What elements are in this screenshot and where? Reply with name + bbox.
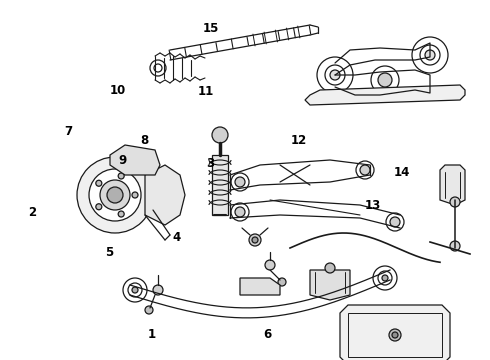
Circle shape bbox=[231, 203, 249, 221]
Circle shape bbox=[265, 260, 275, 270]
Circle shape bbox=[317, 57, 353, 93]
Circle shape bbox=[392, 332, 398, 338]
Circle shape bbox=[378, 73, 392, 87]
Circle shape bbox=[420, 45, 440, 65]
Circle shape bbox=[96, 204, 102, 210]
Circle shape bbox=[325, 65, 345, 85]
Circle shape bbox=[325, 263, 335, 273]
Polygon shape bbox=[240, 278, 280, 295]
Circle shape bbox=[145, 306, 153, 314]
Circle shape bbox=[390, 217, 400, 227]
Text: 3: 3 bbox=[207, 157, 215, 170]
Text: 1: 1 bbox=[148, 328, 156, 341]
Circle shape bbox=[252, 237, 258, 243]
Polygon shape bbox=[440, 165, 465, 205]
Text: 12: 12 bbox=[291, 134, 307, 147]
Circle shape bbox=[128, 283, 142, 297]
Circle shape bbox=[231, 173, 249, 191]
Circle shape bbox=[356, 161, 374, 179]
Polygon shape bbox=[305, 85, 465, 105]
Polygon shape bbox=[212, 155, 228, 215]
Text: 6: 6 bbox=[263, 328, 271, 341]
Text: 7: 7 bbox=[65, 125, 73, 138]
Circle shape bbox=[412, 37, 448, 73]
Circle shape bbox=[118, 211, 124, 217]
Text: 5: 5 bbox=[105, 246, 113, 258]
Circle shape bbox=[382, 275, 388, 281]
Circle shape bbox=[235, 207, 245, 217]
Circle shape bbox=[100, 180, 130, 210]
Text: 14: 14 bbox=[393, 166, 410, 179]
Circle shape bbox=[132, 192, 138, 198]
Circle shape bbox=[150, 60, 166, 76]
Text: 10: 10 bbox=[109, 84, 126, 96]
Text: 9: 9 bbox=[119, 154, 126, 167]
Circle shape bbox=[425, 50, 435, 60]
Circle shape bbox=[386, 213, 404, 231]
Text: 2: 2 bbox=[28, 206, 36, 219]
Polygon shape bbox=[110, 145, 160, 175]
Circle shape bbox=[123, 278, 147, 302]
Circle shape bbox=[360, 165, 370, 175]
Text: 13: 13 bbox=[364, 199, 381, 212]
Circle shape bbox=[371, 66, 399, 94]
Circle shape bbox=[378, 271, 392, 285]
Circle shape bbox=[389, 329, 401, 341]
Circle shape bbox=[249, 234, 261, 246]
Text: 4: 4 bbox=[172, 231, 180, 244]
Circle shape bbox=[77, 157, 153, 233]
Circle shape bbox=[330, 70, 340, 80]
Circle shape bbox=[450, 197, 460, 207]
Circle shape bbox=[450, 241, 460, 251]
Polygon shape bbox=[340, 305, 450, 360]
Circle shape bbox=[96, 180, 102, 186]
Circle shape bbox=[107, 187, 123, 203]
Circle shape bbox=[154, 64, 162, 72]
Circle shape bbox=[118, 173, 124, 179]
Polygon shape bbox=[310, 270, 350, 300]
Circle shape bbox=[89, 169, 141, 221]
Circle shape bbox=[373, 266, 397, 290]
Circle shape bbox=[212, 127, 228, 143]
Circle shape bbox=[153, 285, 163, 295]
Circle shape bbox=[132, 287, 138, 293]
Circle shape bbox=[278, 278, 286, 286]
Text: 8: 8 bbox=[141, 134, 148, 147]
Polygon shape bbox=[145, 165, 185, 225]
Text: 11: 11 bbox=[197, 85, 214, 98]
Text: 15: 15 bbox=[202, 22, 219, 35]
Circle shape bbox=[235, 177, 245, 187]
